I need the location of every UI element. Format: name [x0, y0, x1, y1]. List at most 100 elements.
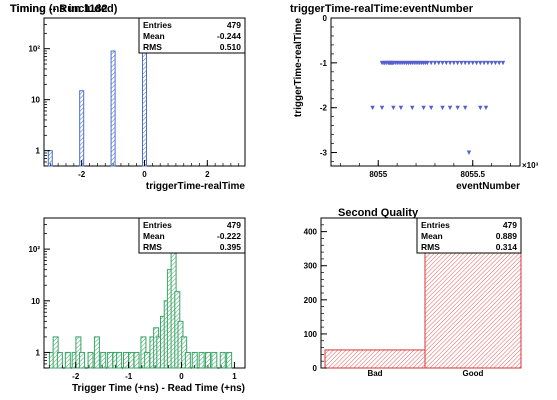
x-tick-label: 8055.5: [461, 170, 486, 179]
histogram-bar: [144, 351, 151, 369]
x-tick-label: 8055: [369, 170, 387, 179]
stats-value: 0.889: [496, 231, 518, 241]
scatter-point: [410, 105, 415, 111]
quality-bar-bad: [324, 349, 426, 369]
histogram-bar: [116, 351, 123, 369]
histogram-bar: [87, 351, 94, 369]
stats-value: 0.510: [220, 42, 242, 52]
scatter-point: [459, 60, 464, 66]
stats-label: Entries: [143, 20, 172, 30]
chart-title: Timing (ns included): [10, 3, 118, 15]
plot-frame: [330, 17, 521, 167]
scatter-point: [444, 60, 449, 66]
scatter-point: [466, 150, 472, 155]
histogram-bar: [56, 351, 63, 369]
scatter-point: [447, 105, 453, 111]
scatter-point: [398, 105, 404, 111]
y-tick-label: 300: [304, 262, 318, 271]
scatter-point: [425, 60, 430, 66]
scatter-point: [483, 105, 489, 111]
scatter-point: [440, 105, 445, 111]
stats-value: 479: [227, 20, 241, 30]
scatter-point: [478, 60, 483, 66]
stats-value: 479: [227, 220, 241, 230]
scatter-point: [497, 60, 502, 66]
y-tick-label: 200: [304, 296, 318, 305]
scatter-point: [481, 60, 487, 66]
scatter-point: [391, 105, 396, 111]
histogram-bar: [184, 351, 191, 369]
panel-timing-run: 1 10 10² -2 0 2 Timing -- Run 1182 triggerTime-…: [10, 3, 246, 192]
histogram-bar: [122, 351, 129, 369]
scatter-point: [478, 105, 483, 111]
scatter-point: [470, 60, 475, 66]
y-tick-label: 1: [36, 348, 41, 357]
scatter-point: [462, 105, 468, 111]
stats-label: Mean: [143, 231, 165, 241]
scatter-point: [428, 60, 434, 66]
stats-value: 0.314: [496, 242, 518, 252]
scatter-point: [455, 105, 460, 111]
y-tick-label: 10: [31, 297, 40, 306]
scatter-point: [440, 60, 445, 66]
panel-scatter-event-number: 0 -1 -2 -3 8055 8055.5 ×10³ triggerTime-realTim…: [290, 3, 539, 192]
x-axis-label: Trigger Time (+ns) - Read Time (+ns): [72, 383, 245, 394]
y-tick-label: 10²: [28, 45, 40, 54]
x-exponent-label: ×10³: [522, 161, 539, 170]
scatter-point: [421, 105, 426, 111]
y-tick-label: 100: [304, 330, 318, 339]
histogram-bar: [100, 351, 107, 369]
x-tick-label: -1: [125, 372, 133, 381]
chart-title: triggerTime-realTime:eventNumber: [290, 3, 474, 15]
stats-box: [138, 17, 246, 54]
stats-label: RMS: [143, 242, 162, 252]
histogram-bar: [110, 50, 116, 167]
histogram-bar: [219, 351, 226, 369]
chart-title: Second Quality: [338, 207, 419, 219]
x-tick-label: 2: [205, 170, 210, 179]
scatter-point: [455, 60, 460, 66]
scatter-point: [451, 60, 457, 66]
x-tick-label: 0: [142, 170, 147, 179]
y-tick-label: -3: [320, 149, 328, 158]
category-label: Good: [463, 369, 484, 378]
x-tick-label: 1: [232, 372, 237, 381]
histogram-bar: [128, 351, 135, 369]
y-tick-label: 10²: [28, 245, 40, 254]
scatter-point: [447, 60, 453, 66]
y-tick-label: 400: [304, 228, 318, 237]
stats-value: 0.395: [220, 242, 242, 252]
scatter-point: [489, 60, 494, 66]
histogram-bar: [64, 351, 71, 369]
x-tick-label: -2: [78, 170, 86, 179]
x-tick-label: -2: [72, 372, 80, 381]
stats-value: -0.244: [217, 31, 241, 41]
panel-second-quality: Bad Good 0 100 200 300 400 Second QualityEntrie…: [304, 207, 522, 378]
stats-label: RMS: [143, 42, 162, 52]
scatter-point: [500, 60, 506, 66]
histogram-bar: [226, 351, 233, 369]
scatter-point: [379, 105, 385, 111]
histogram-bar: [79, 90, 85, 167]
y-tick-label: -1: [320, 59, 328, 68]
x-axis-label: eventNumber: [456, 181, 520, 192]
stats-box: [416, 217, 522, 254]
scatter-point: [462, 60, 468, 66]
scatter-point: [493, 60, 498, 66]
stats-label: Entries: [143, 220, 172, 230]
x-axis-label: triggerTime-realTime: [146, 181, 246, 192]
histogram-bar: [211, 351, 218, 369]
y-tick-label: 0: [323, 14, 328, 23]
histogram-bar: [133, 351, 140, 369]
histogram-bar: [93, 336, 100, 369]
stats-label: Entries: [421, 220, 450, 230]
scatter-point: [485, 60, 491, 66]
scatter-point: [428, 105, 434, 111]
scatter-point: [432, 60, 438, 66]
scatter-point: [474, 60, 479, 66]
stats-value: -0.222: [217, 231, 241, 241]
y-tick-label: 1: [36, 147, 41, 156]
stats-label: Mean: [143, 31, 165, 41]
stats-label: Mean: [421, 231, 443, 241]
